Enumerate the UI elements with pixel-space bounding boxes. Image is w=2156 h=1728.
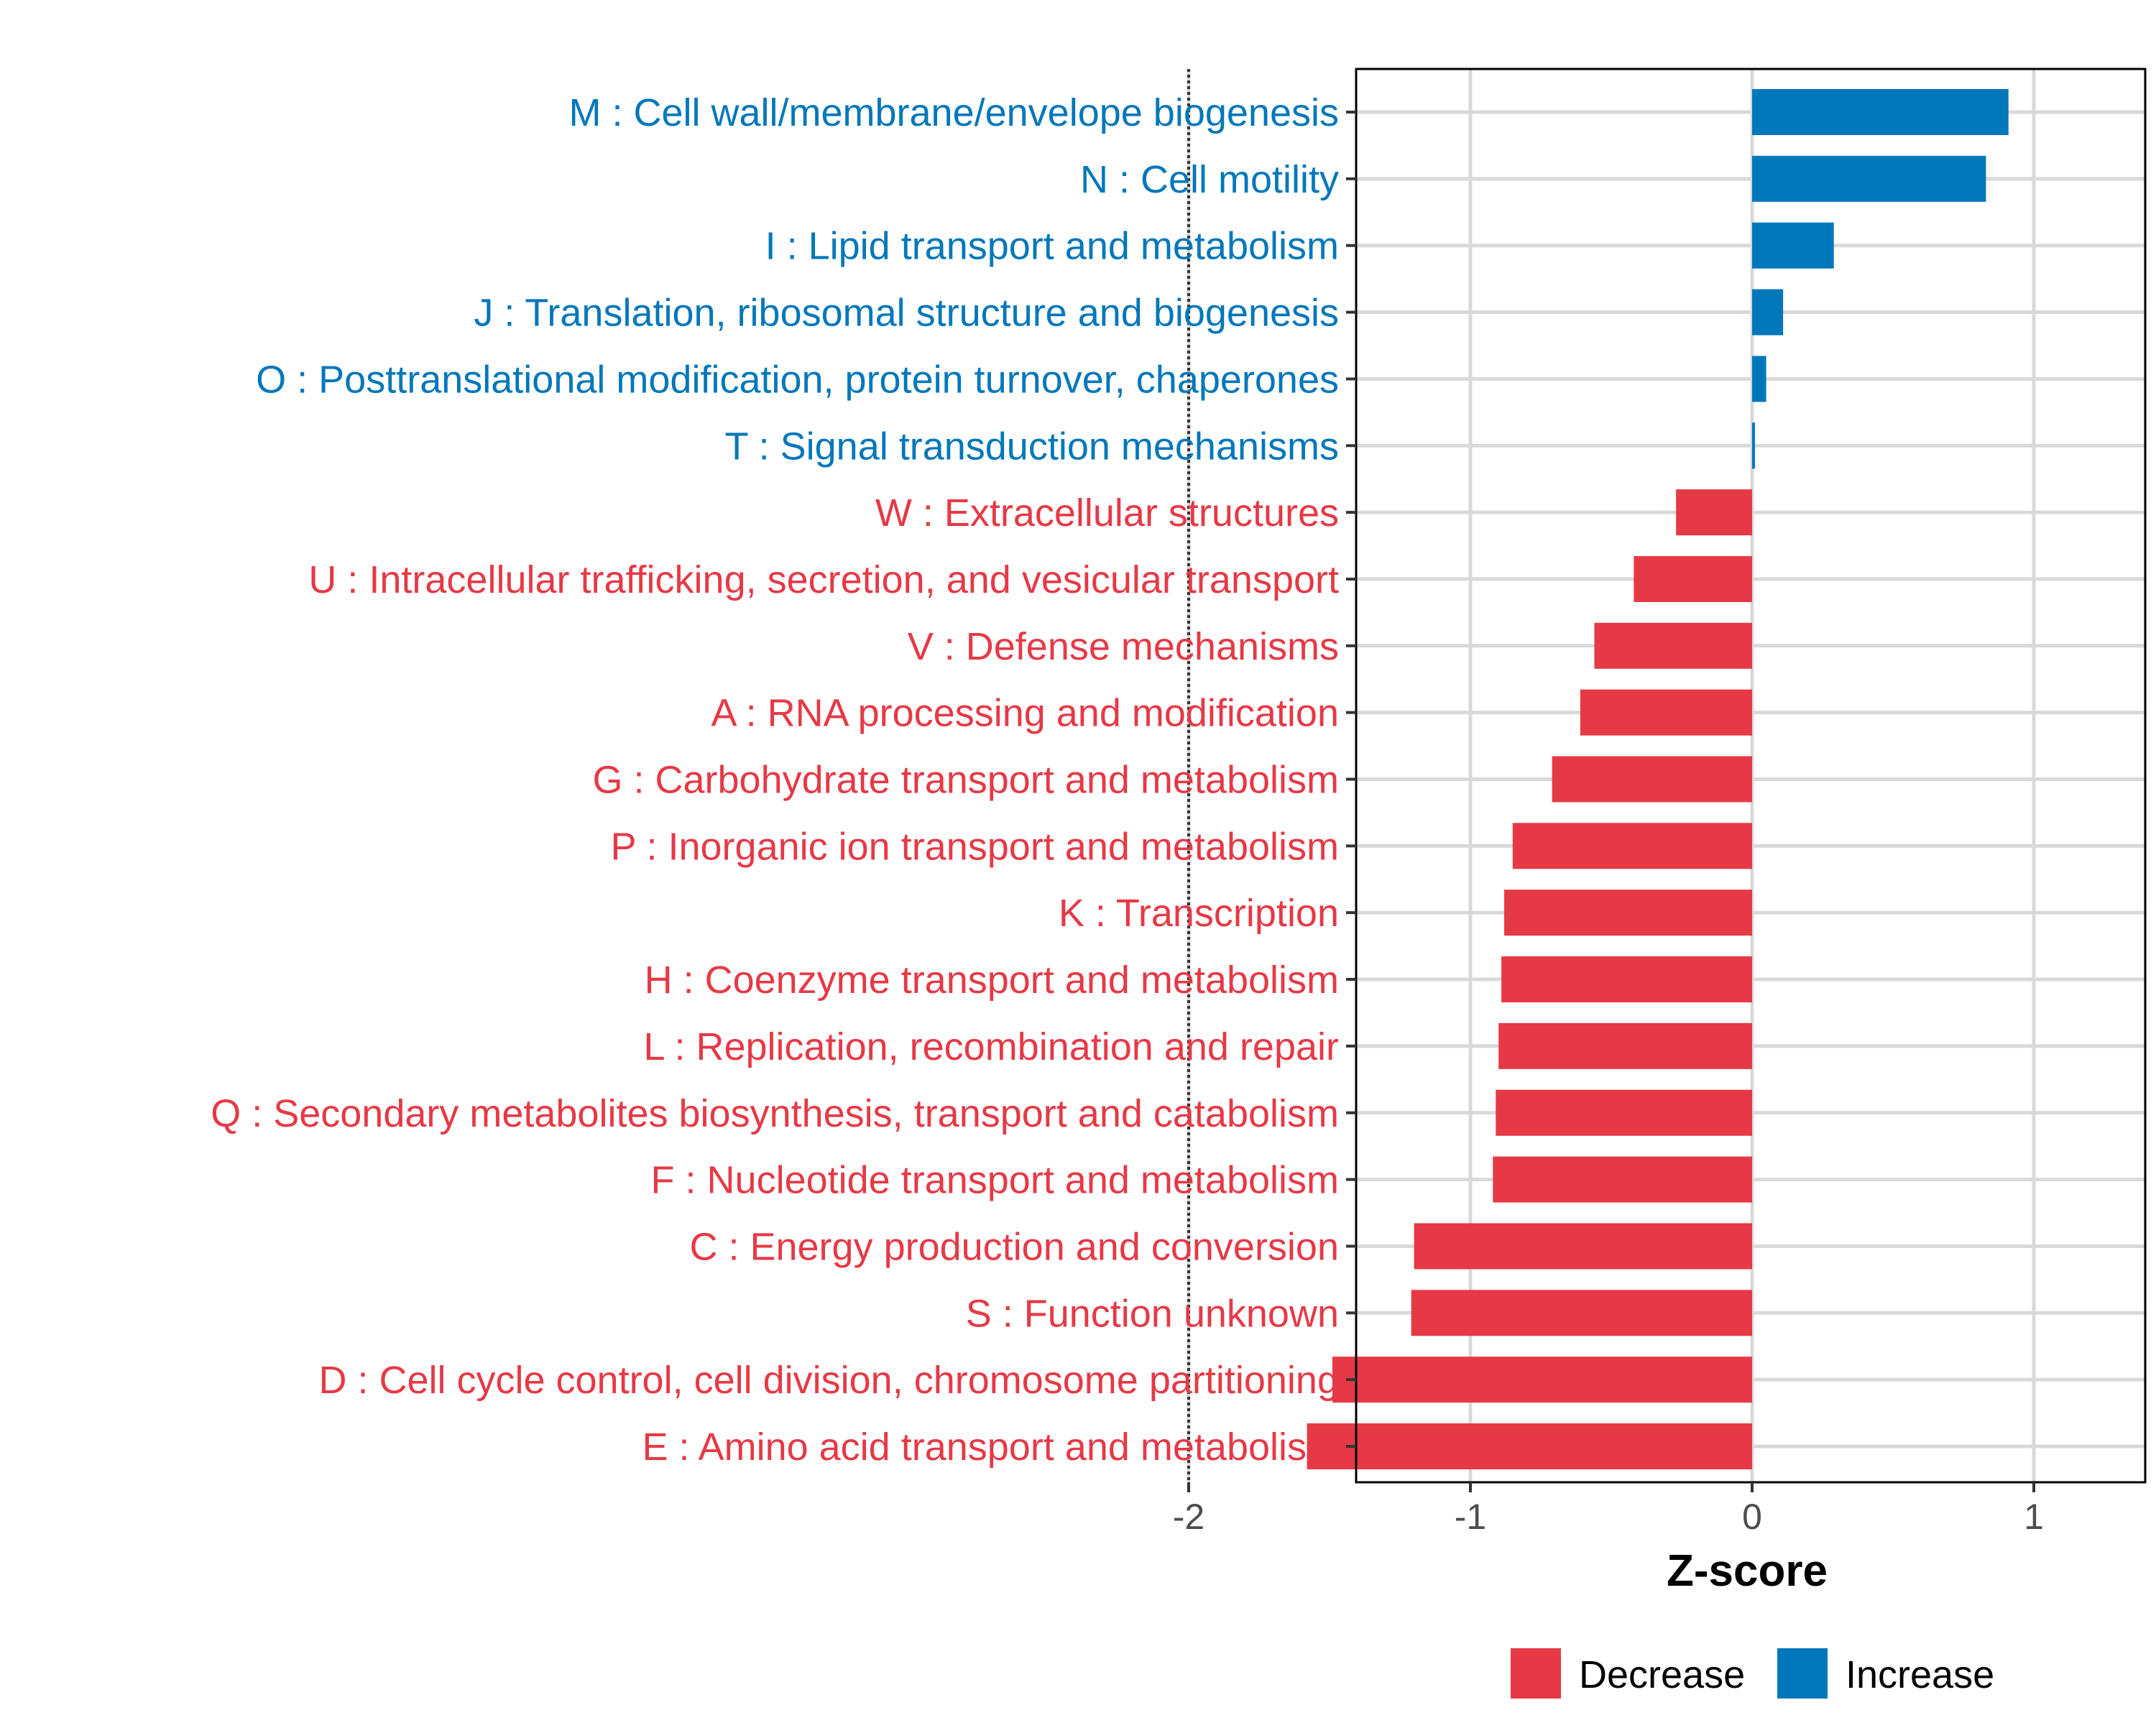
category-label: N : Cell motility bbox=[1080, 158, 1339, 201]
y-axis-ticks bbox=[1346, 111, 1356, 1448]
bar bbox=[1504, 890, 1752, 936]
category-label: H : Coenzyme transport and metabolism bbox=[645, 958, 1339, 1002]
bar bbox=[1512, 823, 1752, 869]
x-tick-label: -2 bbox=[1173, 1497, 1204, 1537]
category-label: L : Replication, recombination and repai… bbox=[643, 1025, 1339, 1068]
bar bbox=[1332, 1357, 1752, 1403]
category-label: O : Posttranslational modification, prot… bbox=[256, 358, 1339, 401]
y-axis-category-labels: M : Cell wall/membrane/envelope biogenes… bbox=[211, 91, 1339, 1469]
bar bbox=[1676, 489, 1752, 536]
bar bbox=[1552, 756, 1752, 803]
x-axis-ticks: -2-1012 bbox=[1173, 1482, 2044, 1537]
legend-label: Increase bbox=[1846, 1653, 1994, 1696]
category-label: K : Transcription bbox=[1059, 892, 1339, 935]
category-label: M : Cell wall/membrane/envelope biogenes… bbox=[568, 91, 1339, 134]
legend: Decrease Increase bbox=[1511, 1648, 1994, 1699]
category-label: V : Defense mechanisms bbox=[908, 625, 1339, 668]
bar bbox=[1496, 1089, 1752, 1136]
bar bbox=[1752, 422, 1755, 469]
x-tick-label: 1 bbox=[2024, 1497, 2044, 1537]
category-label: E : Amino acid transport and metabolism bbox=[642, 1426, 1339, 1469]
bar bbox=[1501, 956, 1752, 1003]
bar bbox=[1580, 689, 1752, 736]
category-label: Q : Secondary metabolites biosynthesis, … bbox=[211, 1092, 1339, 1135]
legend-label: Decrease bbox=[1579, 1653, 1745, 1696]
category-label: I : Lipid transport and metabolism bbox=[765, 225, 1339, 268]
legend-swatch bbox=[1511, 1648, 1561, 1699]
category-label: F : Nucleotide transport and metabolism bbox=[651, 1159, 1339, 1202]
category-label: G : Carbohydrate transport and metabolis… bbox=[593, 759, 1340, 802]
category-label: C : Energy production and conversion bbox=[689, 1225, 1339, 1268]
bar bbox=[1493, 1156, 1752, 1203]
category-label: W : Extracellular structures bbox=[875, 491, 1339, 535]
bar bbox=[1634, 555, 1752, 602]
bar-layer bbox=[1307, 89, 2009, 1469]
category-label: D : Cell cycle control, cell division, c… bbox=[318, 1359, 1339, 1402]
bar bbox=[1594, 622, 1752, 669]
bar bbox=[1752, 356, 1766, 402]
category-label: S : Function unknown bbox=[966, 1292, 1339, 1335]
bar bbox=[1414, 1223, 1752, 1270]
bar bbox=[1752, 289, 1784, 336]
category-label: T : Signal transduction mechanisms bbox=[725, 425, 1339, 468]
category-label: P : Inorganic ion transport and metaboli… bbox=[610, 825, 1339, 868]
x-axis-title: Z-score bbox=[1667, 1546, 1828, 1596]
x-tick-label: -1 bbox=[1455, 1497, 1486, 1537]
category-label: J : Translation, ribosomal structure and… bbox=[474, 292, 1339, 335]
bar bbox=[1752, 222, 1834, 269]
bar bbox=[1752, 89, 2009, 135]
bar bbox=[1498, 1022, 1752, 1069]
bar bbox=[1752, 155, 1986, 202]
category-label: U : Intracellular trafficking, secretion… bbox=[308, 558, 1339, 601]
bar bbox=[1411, 1290, 1752, 1336]
x-tick-label: 0 bbox=[1742, 1497, 1762, 1537]
category-label: A : RNA processing and modification bbox=[711, 692, 1339, 735]
legend-swatch bbox=[1777, 1648, 1828, 1699]
bar bbox=[1307, 1423, 1752, 1469]
